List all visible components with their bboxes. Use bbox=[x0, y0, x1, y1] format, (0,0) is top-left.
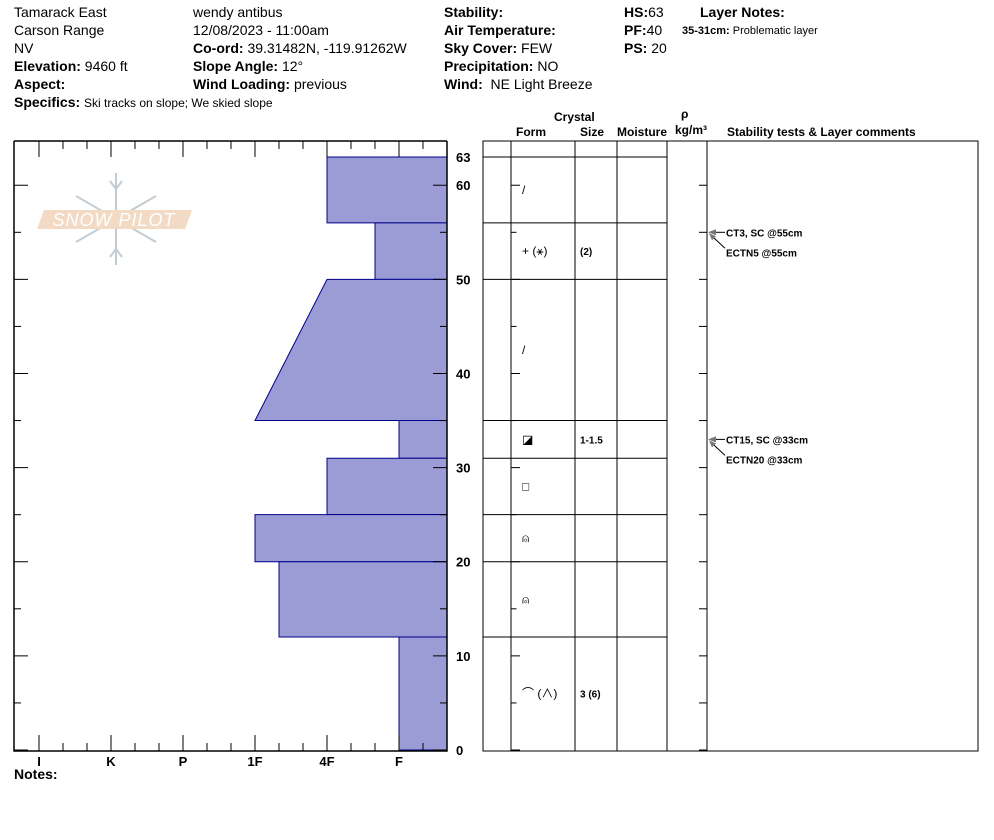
specifics: Specifics: Ski tracks on slope; We skied… bbox=[14, 94, 273, 110]
notes-label: Notes: bbox=[14, 766, 58, 782]
crystal-form-symbol: ◪ bbox=[522, 432, 533, 446]
moisture-header: Moisture bbox=[617, 125, 668, 139]
observer: wendy antibus bbox=[193, 4, 283, 20]
arrow-head bbox=[708, 436, 716, 443]
datetime: 12/08/2023 - 11:00am bbox=[193, 22, 329, 38]
crystal-size: 1-1.5 bbox=[580, 435, 603, 446]
depth-label: 30 bbox=[456, 461, 470, 476]
pf: PF:40 bbox=[624, 22, 663, 38]
hardness-label: K bbox=[106, 754, 116, 769]
elevation: Elevation: 9460 ft bbox=[14, 58, 128, 74]
size-header: Size bbox=[580, 125, 605, 139]
crystal-form-symbol: ⍝ bbox=[522, 592, 529, 606]
crystal-form-symbol: ⍝ bbox=[522, 531, 529, 545]
depth-label: 63 bbox=[456, 150, 470, 165]
hardness-layer bbox=[326, 457, 448, 516]
depth-label: 50 bbox=[456, 272, 470, 287]
precipitation: Precipitation: NO bbox=[444, 58, 559, 74]
arrow-head bbox=[708, 229, 716, 236]
hardness-label: P bbox=[179, 754, 188, 769]
hardness-layer bbox=[374, 222, 448, 280]
arrow-head bbox=[709, 440, 716, 448]
hardness-layer bbox=[254, 278, 448, 422]
depth-label: 10 bbox=[456, 649, 470, 664]
crystal-form-symbol: / bbox=[522, 183, 526, 197]
rho-header: ρ bbox=[681, 107, 689, 121]
density-unit-header: kg/m³ bbox=[675, 123, 708, 137]
wind-loading: Wind Loading: previous bbox=[193, 76, 347, 92]
stability-test: ECTN5 @55cm bbox=[726, 248, 797, 259]
crystal-form-symbol: + (⚹) bbox=[522, 244, 548, 258]
layer-notes-title: Layer Notes: bbox=[700, 4, 785, 20]
crystal-header: Crystal bbox=[554, 110, 595, 124]
hardness-label: 4F bbox=[319, 754, 334, 769]
comments-header: Stability tests & Layer comments bbox=[727, 125, 916, 139]
wind: Wind: NE Light Breeze bbox=[444, 76, 593, 92]
depth-label: 40 bbox=[456, 366, 470, 381]
stability-test: CT3, SC @55cm bbox=[726, 228, 803, 239]
table-frame bbox=[482, 140, 979, 752]
crystal-form-symbol: ⌒ (∧) bbox=[522, 687, 557, 701]
snowpilot-logo: SNOW PILOT bbox=[37, 173, 192, 265]
slope-angle: Slope Angle: 12° bbox=[193, 58, 304, 74]
arrow-head bbox=[709, 233, 716, 241]
layer-note: 35-31cm: Problematic layer bbox=[682, 25, 818, 37]
stability-test: ECTN20 @33cm bbox=[726, 455, 803, 466]
hs: HS:63 bbox=[624, 4, 664, 20]
depth-label: 60 bbox=[456, 178, 470, 193]
air-temperature: Air Temperature: bbox=[444, 22, 556, 38]
hardness-layer bbox=[398, 636, 448, 751]
location-name: Tamarack East bbox=[14, 4, 107, 20]
stability-test: CT15, SC @33cm bbox=[726, 435, 808, 446]
sky-cover: Sky Cover: FEW bbox=[444, 40, 553, 56]
crystal-form-symbol: / bbox=[522, 343, 526, 357]
hardness-layer bbox=[278, 561, 448, 638]
stability: Stability: bbox=[444, 4, 504, 20]
hardness-layer bbox=[326, 156, 448, 224]
hardness-label: F bbox=[395, 754, 403, 769]
crystal-form-symbol: □ bbox=[522, 479, 529, 493]
depth-label: 0 bbox=[456, 743, 463, 758]
hardness-layer bbox=[254, 514, 448, 563]
state: NV bbox=[14, 40, 34, 56]
range-name: Carson Range bbox=[14, 22, 105, 38]
ps: PS: 20 bbox=[624, 40, 667, 56]
form-header: Form bbox=[516, 125, 546, 139]
hardness-layer bbox=[398, 420, 448, 459]
logo-text: SNOW PILOT bbox=[52, 210, 176, 230]
hardness-label: 1F bbox=[247, 754, 262, 769]
crystal-size: (2) bbox=[580, 247, 592, 258]
aspect: Aspect: bbox=[14, 76, 66, 92]
coordinates: Co-ord: 39.31482N, -119.91262W bbox=[193, 40, 407, 56]
hardness-label: I bbox=[37, 754, 41, 769]
depth-label: 20 bbox=[456, 555, 470, 570]
crystal-size: 3 (6) bbox=[580, 690, 601, 701]
